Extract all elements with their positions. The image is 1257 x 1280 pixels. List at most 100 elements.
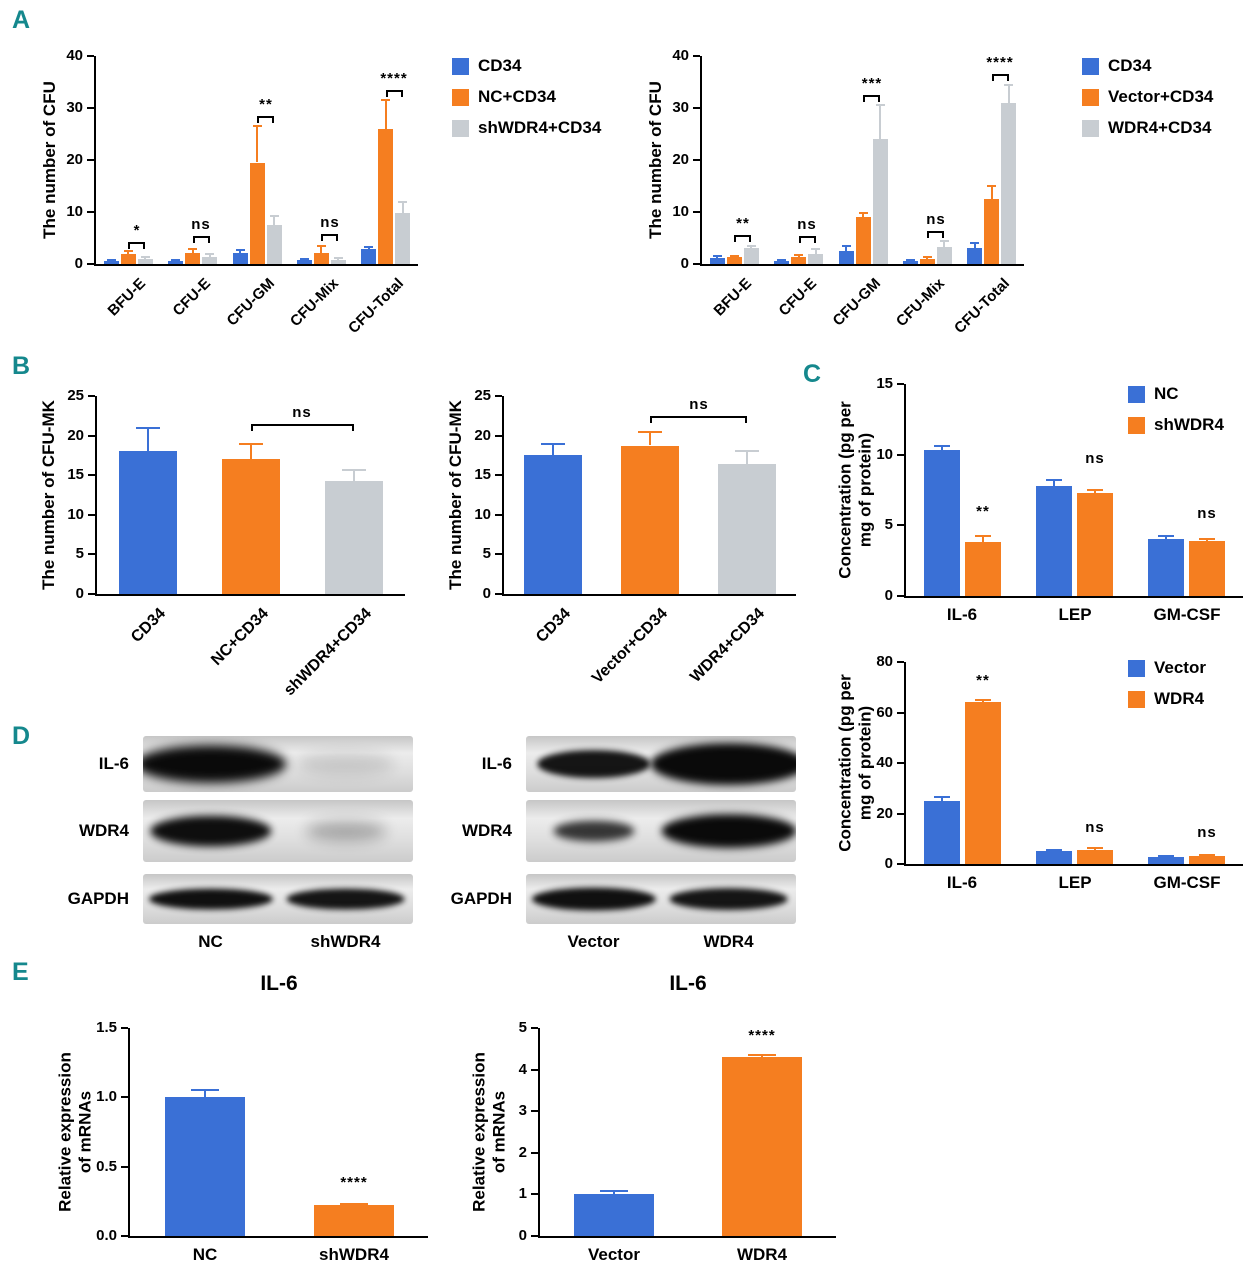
blot-band bbox=[536, 750, 651, 778]
x-axis bbox=[700, 264, 1024, 266]
error-bar bbox=[750, 246, 752, 249]
significance-label: ns bbox=[689, 396, 709, 413]
panel-letter-e: E bbox=[12, 958, 29, 986]
y-tick bbox=[897, 661, 904, 663]
legend-swatch bbox=[1128, 659, 1145, 677]
x-axis bbox=[502, 594, 796, 596]
y-tick-label: 0.0 bbox=[96, 1227, 117, 1244]
panel-letter-a: A bbox=[12, 6, 31, 34]
blot-row: IL-6 bbox=[438, 736, 798, 792]
y-tick-label: 1.5 bbox=[96, 1019, 117, 1036]
significance-bracket bbox=[992, 74, 1009, 76]
y-tick bbox=[495, 395, 502, 397]
y-tick bbox=[495, 514, 502, 516]
error-bar-cap bbox=[600, 1190, 628, 1192]
y-axis-label: The number of CFU bbox=[39, 81, 59, 239]
blot-row: WDR4 bbox=[438, 800, 798, 862]
y-axis bbox=[904, 384, 906, 598]
significance-bracket-tick bbox=[814, 236, 816, 243]
error-bar-cap bbox=[970, 242, 979, 244]
y-tick-label: 10 bbox=[474, 506, 491, 523]
error-bar bbox=[385, 100, 387, 129]
y-axis-label: The number of CFU bbox=[645, 81, 665, 239]
significance-label: ns bbox=[320, 214, 340, 231]
error-bar bbox=[273, 216, 275, 225]
significance-bracket-tick bbox=[863, 95, 865, 102]
legend-swatch bbox=[452, 88, 469, 106]
error-bar-cap bbox=[171, 259, 180, 261]
x-axis bbox=[128, 1236, 428, 1238]
y-tick bbox=[693, 55, 700, 57]
error-bar-cap bbox=[107, 259, 116, 261]
significance-bracket-tick bbox=[128, 242, 130, 249]
bar bbox=[395, 213, 410, 264]
bar bbox=[574, 1194, 654, 1236]
error-bar-cap bbox=[270, 215, 279, 217]
bar bbox=[808, 254, 823, 264]
spacer bbox=[438, 932, 526, 952]
legend-swatch bbox=[1128, 385, 1145, 403]
error-bar-cap bbox=[317, 245, 326, 247]
y-tick bbox=[897, 863, 904, 865]
significance-label: ns bbox=[1197, 505, 1217, 522]
bar bbox=[222, 459, 280, 594]
error-bar bbox=[209, 254, 211, 257]
error-bar bbox=[1094, 490, 1096, 493]
blot-row: WDR4 bbox=[55, 800, 415, 862]
bar bbox=[744, 248, 759, 264]
bar bbox=[1148, 857, 1184, 864]
error-bar-cap bbox=[975, 699, 991, 701]
legend-item: NC+CD34 bbox=[452, 87, 601, 107]
error-bar-cap bbox=[735, 450, 759, 452]
blot-band bbox=[650, 743, 796, 785]
significance-bracket-tick bbox=[650, 416, 652, 423]
legend-label: Vector bbox=[1154, 658, 1206, 677]
significance-bracket bbox=[799, 236, 816, 238]
error-bar-cap bbox=[340, 1203, 368, 1205]
bar bbox=[202, 257, 217, 264]
y-tick-label: 10 bbox=[67, 506, 84, 523]
bar bbox=[791, 257, 806, 264]
error-bar-cap bbox=[1158, 855, 1174, 857]
y-tick bbox=[693, 159, 700, 161]
y-tick bbox=[87, 263, 94, 265]
y-tick-label: 20 bbox=[67, 427, 84, 444]
significance-bracket bbox=[863, 95, 880, 97]
westernblot-overexpression: IL-6 WDR4 GAPDH Vector WDR4 bbox=[438, 736, 798, 952]
error-bar-cap bbox=[300, 258, 309, 260]
y-tick bbox=[531, 1069, 538, 1071]
significance-bracket-tick bbox=[749, 235, 751, 242]
error-bar bbox=[320, 246, 322, 253]
y-tick bbox=[531, 1152, 538, 1154]
blot-band bbox=[661, 813, 796, 849]
significance-bracket-tick bbox=[878, 95, 880, 102]
legend-item: shWDR4 bbox=[1128, 415, 1224, 435]
y-tick-label: 0.5 bbox=[96, 1158, 117, 1175]
blot-row-label: IL-6 bbox=[481, 754, 512, 773]
bar bbox=[331, 260, 346, 264]
y-tick bbox=[88, 553, 95, 555]
y-tick-label: 25 bbox=[474, 387, 491, 404]
y-tick bbox=[87, 107, 94, 109]
error-bar bbox=[613, 1191, 615, 1194]
y-tick-label: 0 bbox=[75, 585, 84, 602]
chart-title: IL-6 bbox=[260, 972, 298, 995]
legend-label: shWDR4+CD34 bbox=[478, 118, 602, 137]
bar bbox=[325, 481, 383, 594]
blot-row-label: WDR4 bbox=[461, 821, 512, 840]
error-bar-cap bbox=[1004, 84, 1013, 86]
error-bar-cap bbox=[748, 1054, 776, 1056]
error-bar-cap bbox=[842, 245, 851, 247]
significance-bracket-tick bbox=[257, 116, 259, 123]
significance-bracket bbox=[321, 234, 338, 236]
error-bar bbox=[649, 432, 651, 445]
blot-band bbox=[553, 820, 634, 842]
significance-label: ** bbox=[976, 672, 990, 689]
y-tick bbox=[897, 524, 904, 526]
error-bar-cap bbox=[638, 431, 662, 433]
error-bar-cap bbox=[747, 245, 756, 247]
y-tick-label: 20 bbox=[66, 151, 83, 168]
error-bar-cap bbox=[1158, 535, 1174, 537]
error-bar bbox=[974, 243, 976, 248]
bar bbox=[722, 1057, 802, 1236]
